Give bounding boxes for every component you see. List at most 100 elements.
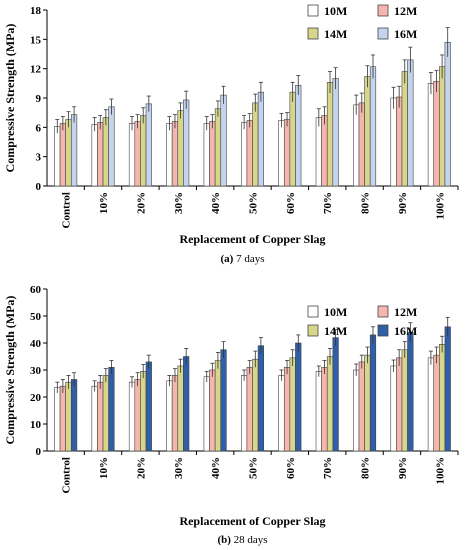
bar-12m-8 [358,102,365,187]
legend-swatch-10m [307,4,319,17]
bar-14m-7 [326,82,334,187]
bar-10m-6 [278,375,285,452]
x-tick-label: Control [61,457,73,493]
bar-14m-7 [326,356,334,452]
bar-16m-8 [369,334,377,452]
x-tick-label: 30% [173,457,185,479]
x-tick-label: 50% [248,192,260,214]
chart-b: 0 10 20 30 40 50 60 Control 10% 20% 30% 40% 50% 60% 70… [3,284,459,546]
y-tick-label: 0 [36,181,42,193]
bar-10m-4 [203,123,210,187]
y-tick-label: 10 [30,419,42,431]
bar-12m-5 [246,366,253,452]
bar-12m-1 [97,381,104,452]
x-tick-label: 80% [360,457,372,479]
legend-swatch-16m [377,27,389,40]
bar-14m-5 [252,358,259,452]
bar-16m-4 [220,94,227,187]
bar-12m-7 [321,115,328,187]
x-tick-label: 70% [322,457,334,479]
y-tick-label: 15 [30,34,42,46]
bar-14m-2 [140,115,147,187]
legend-label-14m: 14M [324,324,347,338]
caption-text: 7 days [233,253,264,265]
bar-10m-5 [241,122,248,187]
bar-14m-4 [214,108,222,187]
bar-16m-9 [407,331,414,452]
x-tick-label: 10% [98,457,110,479]
bar-10m-9 [390,365,397,452]
x-tick-label: 40% [210,457,222,479]
chart-caption: (b) 28 days [217,534,267,546]
bar-14m-0 [65,119,72,187]
bar-16m-8 [369,66,377,187]
bar-16m-0 [70,379,78,452]
x-tick-label: 20% [135,192,147,214]
bar-14m-3 [177,110,184,187]
x-tick-label: 60% [285,192,297,214]
bar-16m-5 [257,91,265,187]
x-tick-label: 90% [397,192,409,214]
bar-12m-0 [59,123,66,187]
bar-14m-6 [289,357,296,452]
y-tick-label: 6 [36,122,42,134]
bar-10m-2 [128,381,136,452]
bar-14m-8 [364,354,371,452]
bar-16m-3 [183,356,190,452]
chart-caption: (a) 7 days [221,253,265,265]
bar-16m-1 [108,106,115,187]
bar-16m-10 [444,326,451,452]
bar-12m-2 [134,121,141,187]
bar-10m-5 [241,375,248,452]
x-tick-label: 100% [434,192,446,220]
y-tick-label: 0 [36,446,42,458]
x-tick-label: 90% [397,457,409,479]
x-tick-label: 20% [135,457,147,479]
legend-label-16m: 16M [394,27,417,41]
bar-10m-6 [278,120,285,187]
bar-14m-10 [439,344,446,452]
y-tick-label: 12 [30,64,42,76]
bar-12m-10 [433,354,440,452]
x-tick-label: 40% [210,192,222,214]
bar-16m-2 [145,103,152,187]
legend-swatch-12m [377,4,389,17]
x-tick-label: 60% [285,457,297,479]
bar-10m-10 [427,83,435,187]
legend-label-14m: 14M [324,27,347,41]
legend-label-12m: 12M [394,4,417,18]
x-axis-label: Replacement of Copper Slag [179,514,325,528]
caption-letter: (a) [221,253,234,265]
bar-10m-3 [166,380,173,452]
x-tick-label: 70% [322,192,334,214]
legend: 10M 12M 14M 16M [307,305,417,338]
legend: 10M 12M 14M 16M [307,4,417,41]
bar-12m-3 [171,375,179,452]
bar-10m-1 [91,124,98,187]
y-tick-label: 20 [30,392,42,404]
y-tick-label: 60 [30,284,42,296]
chart-a: 0 3 6 9 12 15 18 Control 10% 20% 30% 40% 50% 60% 70% 80… [3,4,459,265]
bar-14m-1 [102,117,109,187]
y-axis-label: Compressive Strength (MPa) [3,24,17,173]
bar-12m-9 [396,357,403,452]
bar-12m-7 [321,366,328,452]
bar-10m-0 [54,126,61,187]
x-tick-label: 80% [360,192,372,214]
bar-12m-6 [283,366,291,452]
bar-16m-7 [332,78,339,187]
bar-14m-9 [401,71,408,187]
bar-12m-8 [358,361,365,452]
caption-text: 28 days [231,534,268,546]
bar-10m-7 [315,371,322,452]
bar-14m-0 [65,381,72,452]
bar-16m-9 [407,59,414,187]
x-tick-label: 30% [173,192,185,214]
bar-12m-6 [283,119,291,187]
bar-10m-2 [128,123,136,187]
bar-12m-4 [209,121,216,187]
y-tick-label: 18 [30,5,42,17]
legend-swatch-10m [307,305,319,318]
bar-16m-6 [295,84,302,187]
